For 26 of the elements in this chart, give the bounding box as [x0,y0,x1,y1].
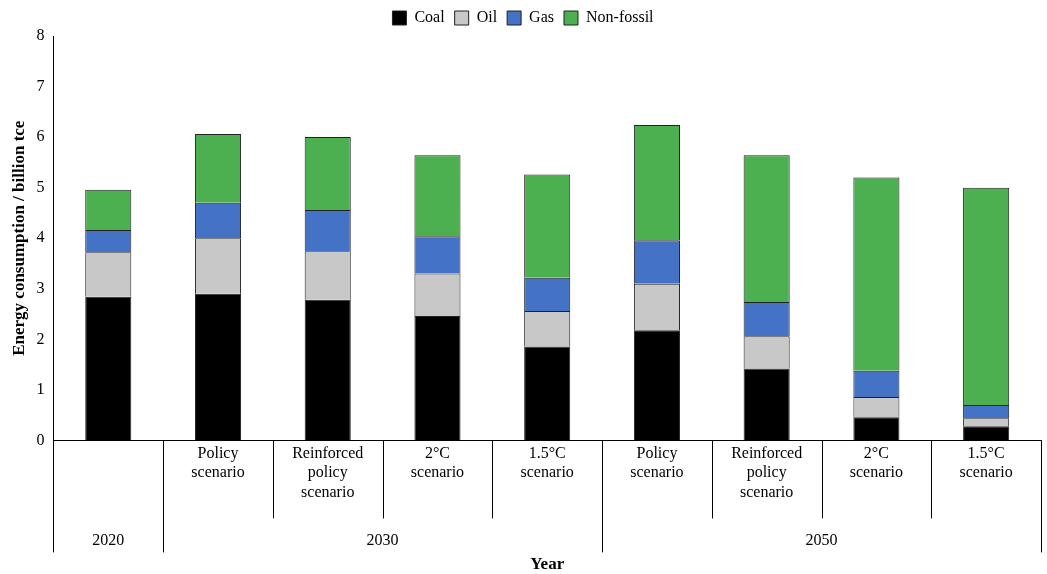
y-tick-label: 0 [36,430,45,448]
y-tick-label: 8 [36,26,45,44]
y-tick-label: 3 [36,278,45,296]
x-axis-title: Year [530,553,565,573]
y-tick-label: 6 [36,127,45,145]
y-axis-title: Energy consumption / billion tce [8,120,28,356]
x-tick-label: Reinforced policy scenario [292,444,364,500]
x-tick-label: 1.5°C scenario [520,444,574,481]
x-tick-label: Policy scenario [191,444,245,481]
legend-label: Coal [414,8,446,26]
text: 2050 [805,530,838,548]
y-tick-label: 2 [36,329,45,347]
y-tick-label: 7 [36,76,45,94]
text: 2020 [92,530,125,548]
x-tick-label: 1.5°C scenario [959,444,1013,481]
x-tick-label: Reinforced policy scenario [731,444,803,500]
y-tick-label: 1 [36,380,45,398]
legend-label: Oil [476,8,498,26]
y-tick-label: 4 [36,228,45,246]
x-tick-label: 2°C scenario [410,444,465,481]
text: 2030 [366,530,399,548]
x-tick-label: 2°C scenario [849,444,904,481]
legend-label: Non-fossil [586,8,655,26]
legend-label: Gas [529,8,554,26]
y-tick-label: 5 [36,177,45,195]
x-tick-label: Policy scenario [630,444,684,481]
